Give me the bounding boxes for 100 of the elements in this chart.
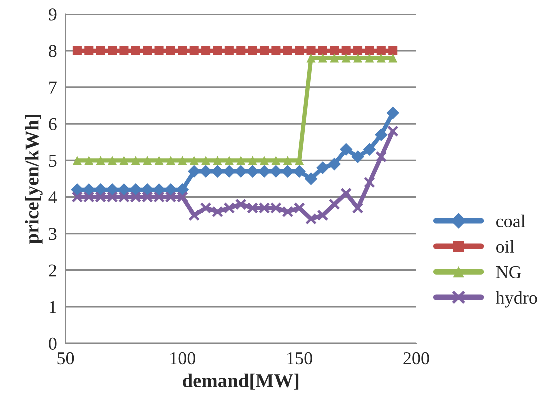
point	[166, 156, 176, 166]
point	[213, 46, 222, 56]
point	[282, 206, 294, 218]
point	[190, 156, 199, 166]
point	[318, 46, 328, 56]
point	[213, 156, 222, 166]
point	[190, 46, 199, 56]
point	[293, 165, 306, 178]
y-tick-label: 4	[48, 192, 58, 204]
point	[352, 202, 364, 214]
point	[235, 198, 247, 210]
point	[376, 151, 388, 163]
legend-label: oil	[496, 240, 515, 254]
y-tick-label: 2	[49, 264, 56, 277]
point	[96, 46, 106, 56]
y-tick-label: 7	[50, 82, 57, 94]
point	[200, 165, 212, 178]
point	[306, 46, 316, 56]
point	[294, 202, 306, 214]
point	[328, 198, 340, 210]
point	[365, 46, 374, 56]
point	[223, 165, 236, 178]
point	[260, 46, 270, 56]
point	[260, 156, 270, 166]
point	[188, 210, 200, 222]
x-axis-title: demand[MW]	[183, 374, 299, 390]
x-tick-label: 200	[404, 352, 430, 365]
point	[120, 156, 129, 166]
point	[120, 46, 129, 56]
point	[386, 106, 400, 120]
point	[354, 46, 363, 56]
point	[82, 184, 96, 196]
point	[143, 156, 152, 166]
point	[200, 202, 212, 214]
point	[283, 156, 292, 166]
point	[328, 158, 342, 171]
point	[94, 184, 108, 196]
legend-label: coal	[496, 214, 526, 228]
point	[248, 156, 258, 166]
point	[330, 46, 340, 56]
x-tick-label: 100	[170, 352, 196, 365]
legend-label: NG	[496, 266, 522, 279]
point	[317, 210, 329, 222]
point	[118, 184, 131, 196]
point	[166, 46, 176, 56]
point	[282, 165, 294, 178]
y-tick-label: 5	[49, 155, 57, 168]
point	[363, 143, 376, 156]
point	[152, 184, 166, 196]
point	[236, 46, 246, 56]
point	[224, 46, 234, 56]
point	[352, 150, 364, 164]
point	[224, 202, 236, 214]
point	[342, 54, 351, 63]
y-tick-label: 1	[50, 301, 56, 314]
point	[272, 156, 281, 166]
point	[388, 46, 398, 56]
point	[224, 156, 234, 166]
point	[131, 46, 140, 56]
legend-label: hydro	[496, 291, 538, 308]
y-tick-label: 3	[49, 228, 57, 240]
point	[365, 54, 374, 63]
x-tick-label: 150	[288, 352, 312, 365]
point	[258, 165, 271, 178]
point	[154, 156, 164, 166]
point	[342, 46, 351, 56]
y-axis-title: price[yen/kWh]	[25, 115, 43, 244]
y-tick-label: 6	[49, 118, 57, 131]
point	[376, 46, 386, 56]
point	[212, 206, 224, 218]
point	[248, 46, 258, 56]
point	[188, 165, 201, 178]
point	[316, 162, 330, 174]
point	[295, 46, 304, 56]
point	[178, 46, 188, 56]
x-tick-label: 50	[58, 352, 74, 365]
point	[143, 46, 152, 56]
point	[304, 172, 318, 186]
point	[176, 184, 190, 196]
point	[364, 176, 376, 188]
point	[84, 46, 94, 56]
point	[330, 54, 340, 63]
point	[72, 46, 82, 56]
y-tick-label: 0	[49, 338, 57, 350]
point	[318, 54, 328, 63]
point	[72, 156, 82, 166]
point	[388, 54, 398, 63]
point	[108, 46, 118, 56]
point	[272, 46, 281, 56]
point	[246, 165, 260, 178]
point	[108, 156, 118, 166]
point	[202, 46, 211, 56]
point	[306, 54, 316, 63]
point	[283, 46, 292, 56]
point	[375, 128, 388, 142]
point	[84, 156, 94, 166]
point	[236, 156, 246, 166]
point	[306, 213, 318, 225]
y-tick-label: 9	[48, 8, 57, 21]
point	[354, 54, 363, 63]
